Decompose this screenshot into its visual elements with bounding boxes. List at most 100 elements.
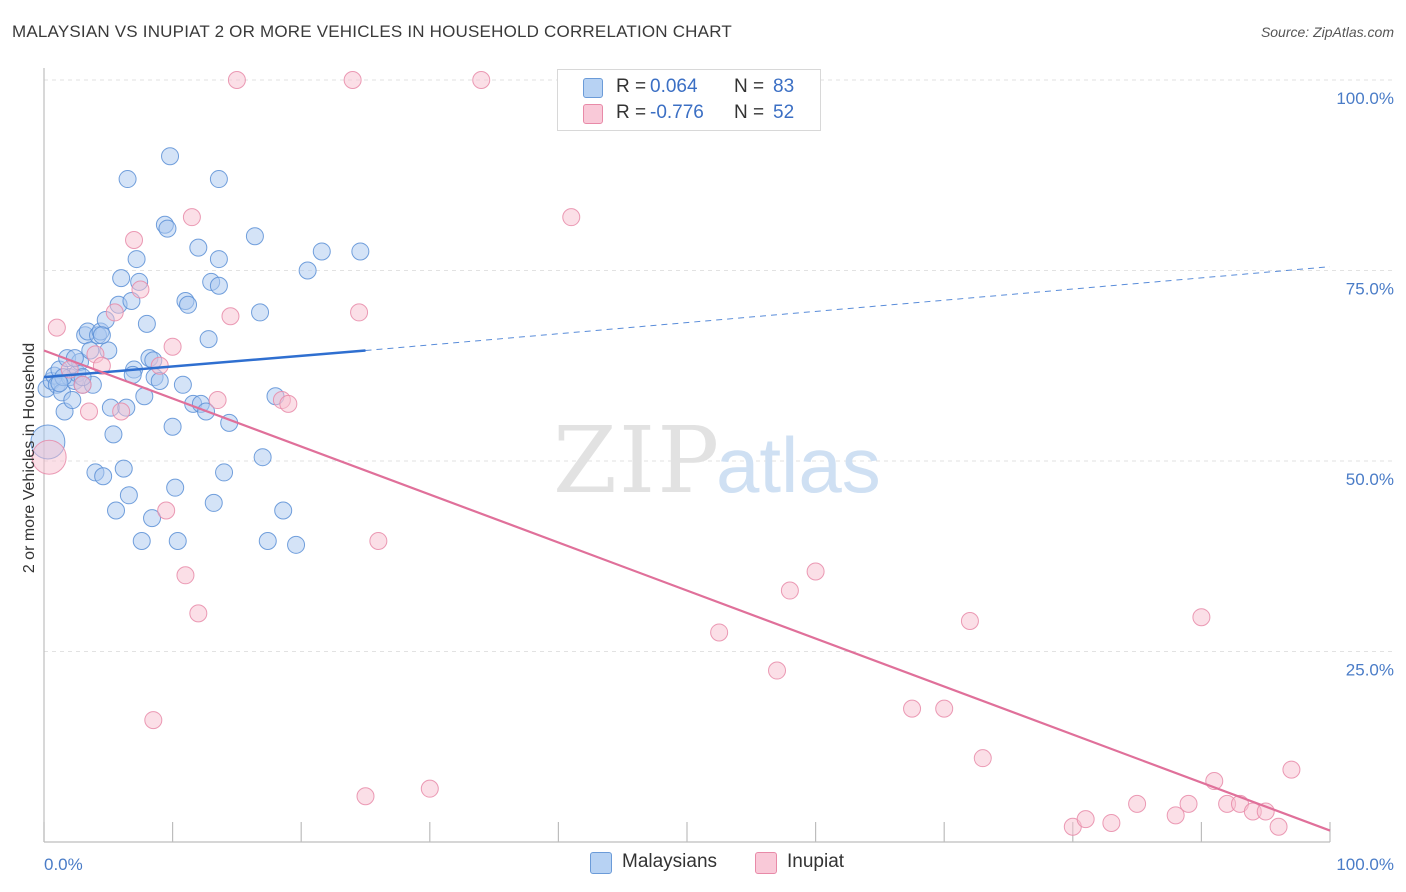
legend-r-label: R = [616,76,647,97]
inupiat-point [73,375,92,394]
inupiat-point [768,661,787,680]
inupiat-trend-line [43,349,1331,832]
malaysians-point [312,242,331,261]
watermark-zip: ZIP [553,407,721,514]
inupiat-point [369,532,388,551]
y-tick-label: 100.0% [1336,89,1394,108]
inupiat-point [1166,806,1185,825]
inupiat-point [144,711,163,730]
malaysians-point [245,227,264,246]
inupiat-point [182,208,201,227]
inupiat-point [356,787,375,806]
inupiat-point [973,749,992,768]
malaysians-trend-extension [365,266,1331,352]
malaysians-point [107,501,126,520]
malaysians-trend-line [43,349,366,379]
legend-r-label: R = [616,102,647,123]
malaysians-point [94,467,113,486]
malaysians-point [204,493,223,512]
malaysians-point [143,509,162,528]
malaysians-point [168,532,187,551]
inupiat-point [208,391,227,410]
malaysians-point [119,486,138,505]
inupiat-point [935,699,954,718]
correlation-legend: R = 0.064 N = 83 R = -0.776 N = 52 [557,69,821,131]
legend-swatch-malaysians [583,78,603,98]
inupiat-point [163,337,182,356]
watermark: ZIP atlas [553,407,881,514]
malaysians-point [137,314,156,333]
malaysians-point [251,303,270,322]
inupiat-point [80,402,99,421]
inupiat-point [806,562,825,581]
legend-n-label: N = [734,102,765,123]
legend-n-label: N = [734,76,765,97]
series-label-inupiat: Inupiat [787,851,845,872]
gridlines [44,79,1394,652]
x-tick-label: 0.0% [44,855,83,874]
malaysians-point [118,170,137,189]
inupiat-point [1128,794,1147,813]
inupiat-point [1282,760,1301,779]
inupiat-point [472,71,491,89]
inupiat-point [562,208,581,227]
inupiat-point [125,231,144,250]
malaysians-point [199,330,218,349]
inupiat-point [157,501,176,520]
malaysians-point [127,250,146,269]
watermark-atlas: atlas [716,421,881,509]
y-tick-label: 75.0% [1346,280,1394,299]
trend-lines [43,266,1331,832]
series-swatch-malaysians [590,852,612,874]
inupiat-point [903,699,922,718]
inupiat-point [343,71,362,89]
malaysians-point [179,295,198,314]
legend-n-value: 83 [773,76,795,97]
malaysians-point [209,250,228,269]
inupiat-point [350,303,369,322]
y-tick-label: 50.0% [1346,470,1394,489]
inupiat-point [227,71,246,89]
malaysians-point [209,276,228,295]
tick-labels: 100.0% 75.0% 50.0% 25.0% 0.0% 100.0% [44,89,1394,874]
chart-title: MALAYSIAN VS INUPIAT 2 OR MORE VEHICLES … [12,22,732,41]
inupiat-point [780,581,799,600]
malaysians-point [215,463,234,482]
inupiat-point [47,318,66,337]
inupiat-point [710,623,729,642]
malaysians-point [163,417,182,436]
malaysians-point [189,238,208,257]
series-swatch-inupiat [755,852,777,874]
legend-swatch-inupiat [583,104,603,124]
malaysians-point [209,170,228,189]
malaysians-point [166,478,185,497]
legend-r-value: -0.776 [650,102,704,123]
malaysians-point [104,425,123,444]
malaysians-point [298,261,317,280]
malaysians-point [112,269,131,288]
y-tick-label: 25.0% [1346,661,1394,680]
inupiat-point [131,280,150,299]
inupiat-point [112,402,131,421]
malaysians-point [253,448,272,467]
malaysians-point [150,371,169,390]
malaysians-point [161,147,180,166]
malaysians-point [114,459,133,478]
malaysians-point [274,501,293,520]
inupiat-point [176,566,195,585]
source-label: Source: ZipAtlas.com [1260,24,1394,40]
inupiat-point [31,439,67,475]
series-label-malaysians: Malaysians [622,851,718,872]
y-axis-label: 2 or more Vehicles in Household [21,343,38,573]
malaysians-point [158,219,177,238]
malaysians-point [351,242,370,261]
inupiat-point [1192,608,1211,627]
inupiat-point [105,303,124,322]
malaysians-point [173,375,192,394]
inupiat-point [960,612,979,631]
inupiat-point [1102,813,1121,832]
malaysians-point [92,326,111,345]
malaysians-point [63,391,82,410]
malaysians-point [132,532,151,551]
